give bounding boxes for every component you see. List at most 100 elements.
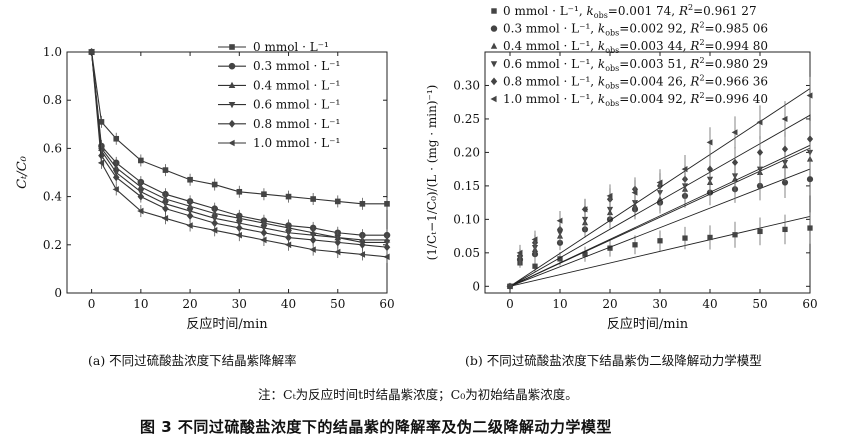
k-subscript: obs [605,29,619,38]
data-point [731,158,739,167]
k-value: 0.003 44 [629,39,683,53]
legend: 0 mmol · L⁻¹ 0.3 mmol · L⁻¹ 0.4 mmol · L⁻¹… [218,40,340,150]
x-axis-label: 反应时间/min [607,316,689,332]
x-tick-label: 0 [88,297,96,311]
data-point [186,222,193,229]
data-point [807,225,813,231]
legend-label: 0 mmol · L⁻¹, kobs=0.001 74, R2=0.961 27 [503,3,757,20]
y-tick-label: 0.2 [43,238,62,252]
k-subscript: obs [594,11,608,20]
data-point [756,119,763,126]
x-tick-label: 0 [506,297,514,311]
legend-label: 0.8 mmol · L⁻¹, kobs=0.004 26, R2=0.966 … [503,73,768,90]
data-point [98,119,105,125]
legend-marker [491,8,497,14]
k-symbol: k [598,22,605,36]
fit-line [509,114,811,287]
k-symbol: k [598,39,605,53]
y-tick-label: 1.0 [43,45,62,59]
x-tick-label: 20 [182,297,197,311]
r2-value: 0.966 36 [715,74,768,88]
separator: , [590,92,598,106]
plot-frame [66,51,388,294]
legend-label: 0.3 mmol · L⁻¹, kobs=0.002 92, R2=0.985 … [503,21,768,38]
data-point [607,245,613,251]
y-tick-label: 0.20 [453,145,480,159]
r2-symbol: R [678,4,688,18]
x-tick-label: 40 [702,297,717,311]
legend-label: 0 mmol · L⁻¹ [253,40,329,54]
data-point [782,226,788,233]
data-point [285,193,292,200]
data-point [112,186,119,193]
series-0 [507,212,813,289]
k-value: 0.001 74 [618,4,672,18]
k-subscript: obs [605,81,619,90]
legend-series-name: 0.3 mmol · L⁻¹ [503,22,590,36]
separator: , [590,39,598,53]
equals: = [693,4,703,18]
x-tick-label: 20 [602,297,617,311]
data-point [632,242,638,248]
legend-marker [229,44,235,50]
x-tick-label: 50 [752,297,767,311]
separator: , [683,39,691,53]
data-point [187,176,193,183]
data-point [236,188,243,195]
data-point [334,238,342,247]
data-point [757,228,763,235]
r2-superscript: 2 [699,73,704,82]
series-0 [88,49,390,210]
panel-b-chart: 0 10 20 30 40 50 60 0 0.05 0.10 0.15 0.20 0.25 0.30 反应… [425,3,818,332]
data-point [98,151,105,160]
data-point [236,223,243,232]
data-point [261,191,267,197]
data-point [806,92,813,99]
equals: = [619,57,629,71]
y-tick-label: 0.15 [453,179,480,193]
y-tick-label: 0.10 [453,212,480,226]
data-point [359,201,366,207]
r2-symbol: R [689,92,699,106]
data-point [309,236,317,244]
data-point [781,115,788,123]
series-2 [88,48,391,246]
data-point [310,196,316,202]
data-point [138,157,144,164]
r2-value: 0.994 80 [715,39,768,53]
separator: , [579,4,587,18]
y-tick-label: 0 [472,279,480,293]
series-line [91,51,387,236]
data-point [532,263,538,269]
data-point [334,248,341,256]
legend-label: 0.4 mmol · L⁻¹ [253,78,340,92]
panel-b-caption: (b) 不同过硫酸盐浓度下结晶紫伪二级降解动力学模型 [465,353,762,368]
series-5 [506,76,813,290]
separator: , [683,92,691,106]
separator: , [683,57,691,71]
legend-label: 0.4 mmol · L⁻¹, kobs=0.003 44, R2=0.994 … [503,38,768,55]
data-point [606,192,613,200]
equals: = [608,4,618,18]
equals: = [619,74,629,88]
r2-superscript: 2 [699,91,704,100]
x-tick-label: 10 [133,297,148,311]
data-point [112,173,120,182]
separator: , [671,4,679,18]
data-point [87,48,95,56]
equals: = [619,92,629,106]
legend-marker [490,25,498,32]
separator: , [590,57,598,71]
data-point [531,236,538,243]
legend-marker [228,101,236,109]
k-value: 0.003 51 [629,57,682,71]
data-point [137,192,145,201]
y-axis-label: Cₜ/C₀ [15,155,30,188]
legend-label: 0.3 mmol · L⁻¹ [253,59,340,73]
y-tick-label: 0 [54,286,62,300]
k-symbol: k [598,57,605,71]
data-point [285,233,292,242]
x-tick-label: 10 [552,297,567,311]
data-point [211,181,218,188]
